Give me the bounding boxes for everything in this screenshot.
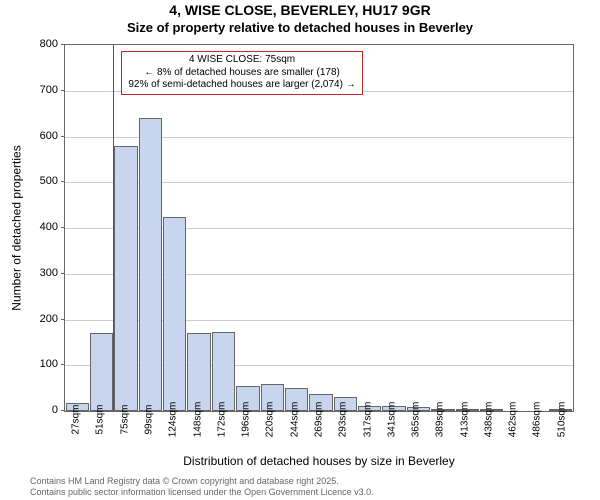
annotation-box: 4 WISE CLOSE: 75sqm ← 8% of detached hou… [121,51,362,95]
x-tick-label: 148sqm [192,402,203,438]
x-tick-label: 438sqm [483,402,494,438]
y-tick-label: 100 [40,358,58,370]
histogram-bar [187,333,210,411]
plot-area: 4 WISE CLOSE: 75sqm ← 8% of detached hou… [64,44,574,412]
bars-group [65,45,573,411]
x-tick-label: 413sqm [459,402,470,438]
y-tick-label: 300 [40,267,58,279]
x-tick-label: 365sqm [411,402,422,438]
x-tick-label: 341sqm [386,402,397,438]
chart-title-main: 4, WISE CLOSE, BEVERLEY, HU17 9GR [0,2,600,18]
footer-line: Contains HM Land Registry data © Crown c… [30,476,374,487]
x-tick-label: 51sqm [95,404,106,434]
x-tick-label: 317sqm [362,402,373,438]
histogram-bar [212,332,235,411]
histogram-bar [163,217,186,411]
annotation-line: ← 8% of detached houses are smaller (178… [128,67,355,80]
x-tick-label: 75sqm [119,404,130,434]
histogram-bar [90,333,113,411]
x-tick-label: 244sqm [289,402,300,438]
x-tick-label: 172sqm [216,402,227,438]
x-tick-label: 389sqm [435,402,446,438]
annotation-line: 92% of semi-detached houses are larger (… [128,79,355,92]
x-tick-label: 293sqm [338,402,349,438]
marker-line [113,45,114,411]
y-tick-label: 600 [40,130,58,142]
y-tick-label: 0 [52,404,58,416]
x-axis-label: Distribution of detached houses by size … [64,454,574,468]
y-tick-label: 800 [40,38,58,50]
y-tick-label: 200 [40,313,58,325]
x-tick-label: 27sqm [71,404,82,434]
y-tick-label: 500 [40,175,58,187]
x-tick-label: 220sqm [265,402,276,438]
annotation-line: 4 WISE CLOSE: 75sqm [128,54,355,67]
x-tick-label: 124sqm [168,402,179,438]
y-axis: 0100200300400500600700800 [0,44,62,412]
x-tick-label: 196sqm [241,402,252,438]
x-tick-label: 269sqm [313,402,324,438]
footer-line: Contains public sector information licen… [30,487,374,498]
x-tick-label: 510sqm [556,402,567,438]
histogram-bar [114,146,137,411]
x-tick-label: 486sqm [532,402,543,438]
x-tick-label: 462sqm [508,402,519,438]
x-tick-label: 99sqm [143,404,154,434]
histogram-chart: 4, WISE CLOSE, BEVERLEY, HU17 9GR Size o… [0,0,600,500]
histogram-bar [139,118,162,411]
chart-title-sub: Size of property relative to detached ho… [0,20,600,35]
y-tick-label: 400 [40,221,58,233]
y-tick-label: 700 [40,84,58,96]
footer-attribution: Contains HM Land Registry data © Crown c… [30,476,374,498]
